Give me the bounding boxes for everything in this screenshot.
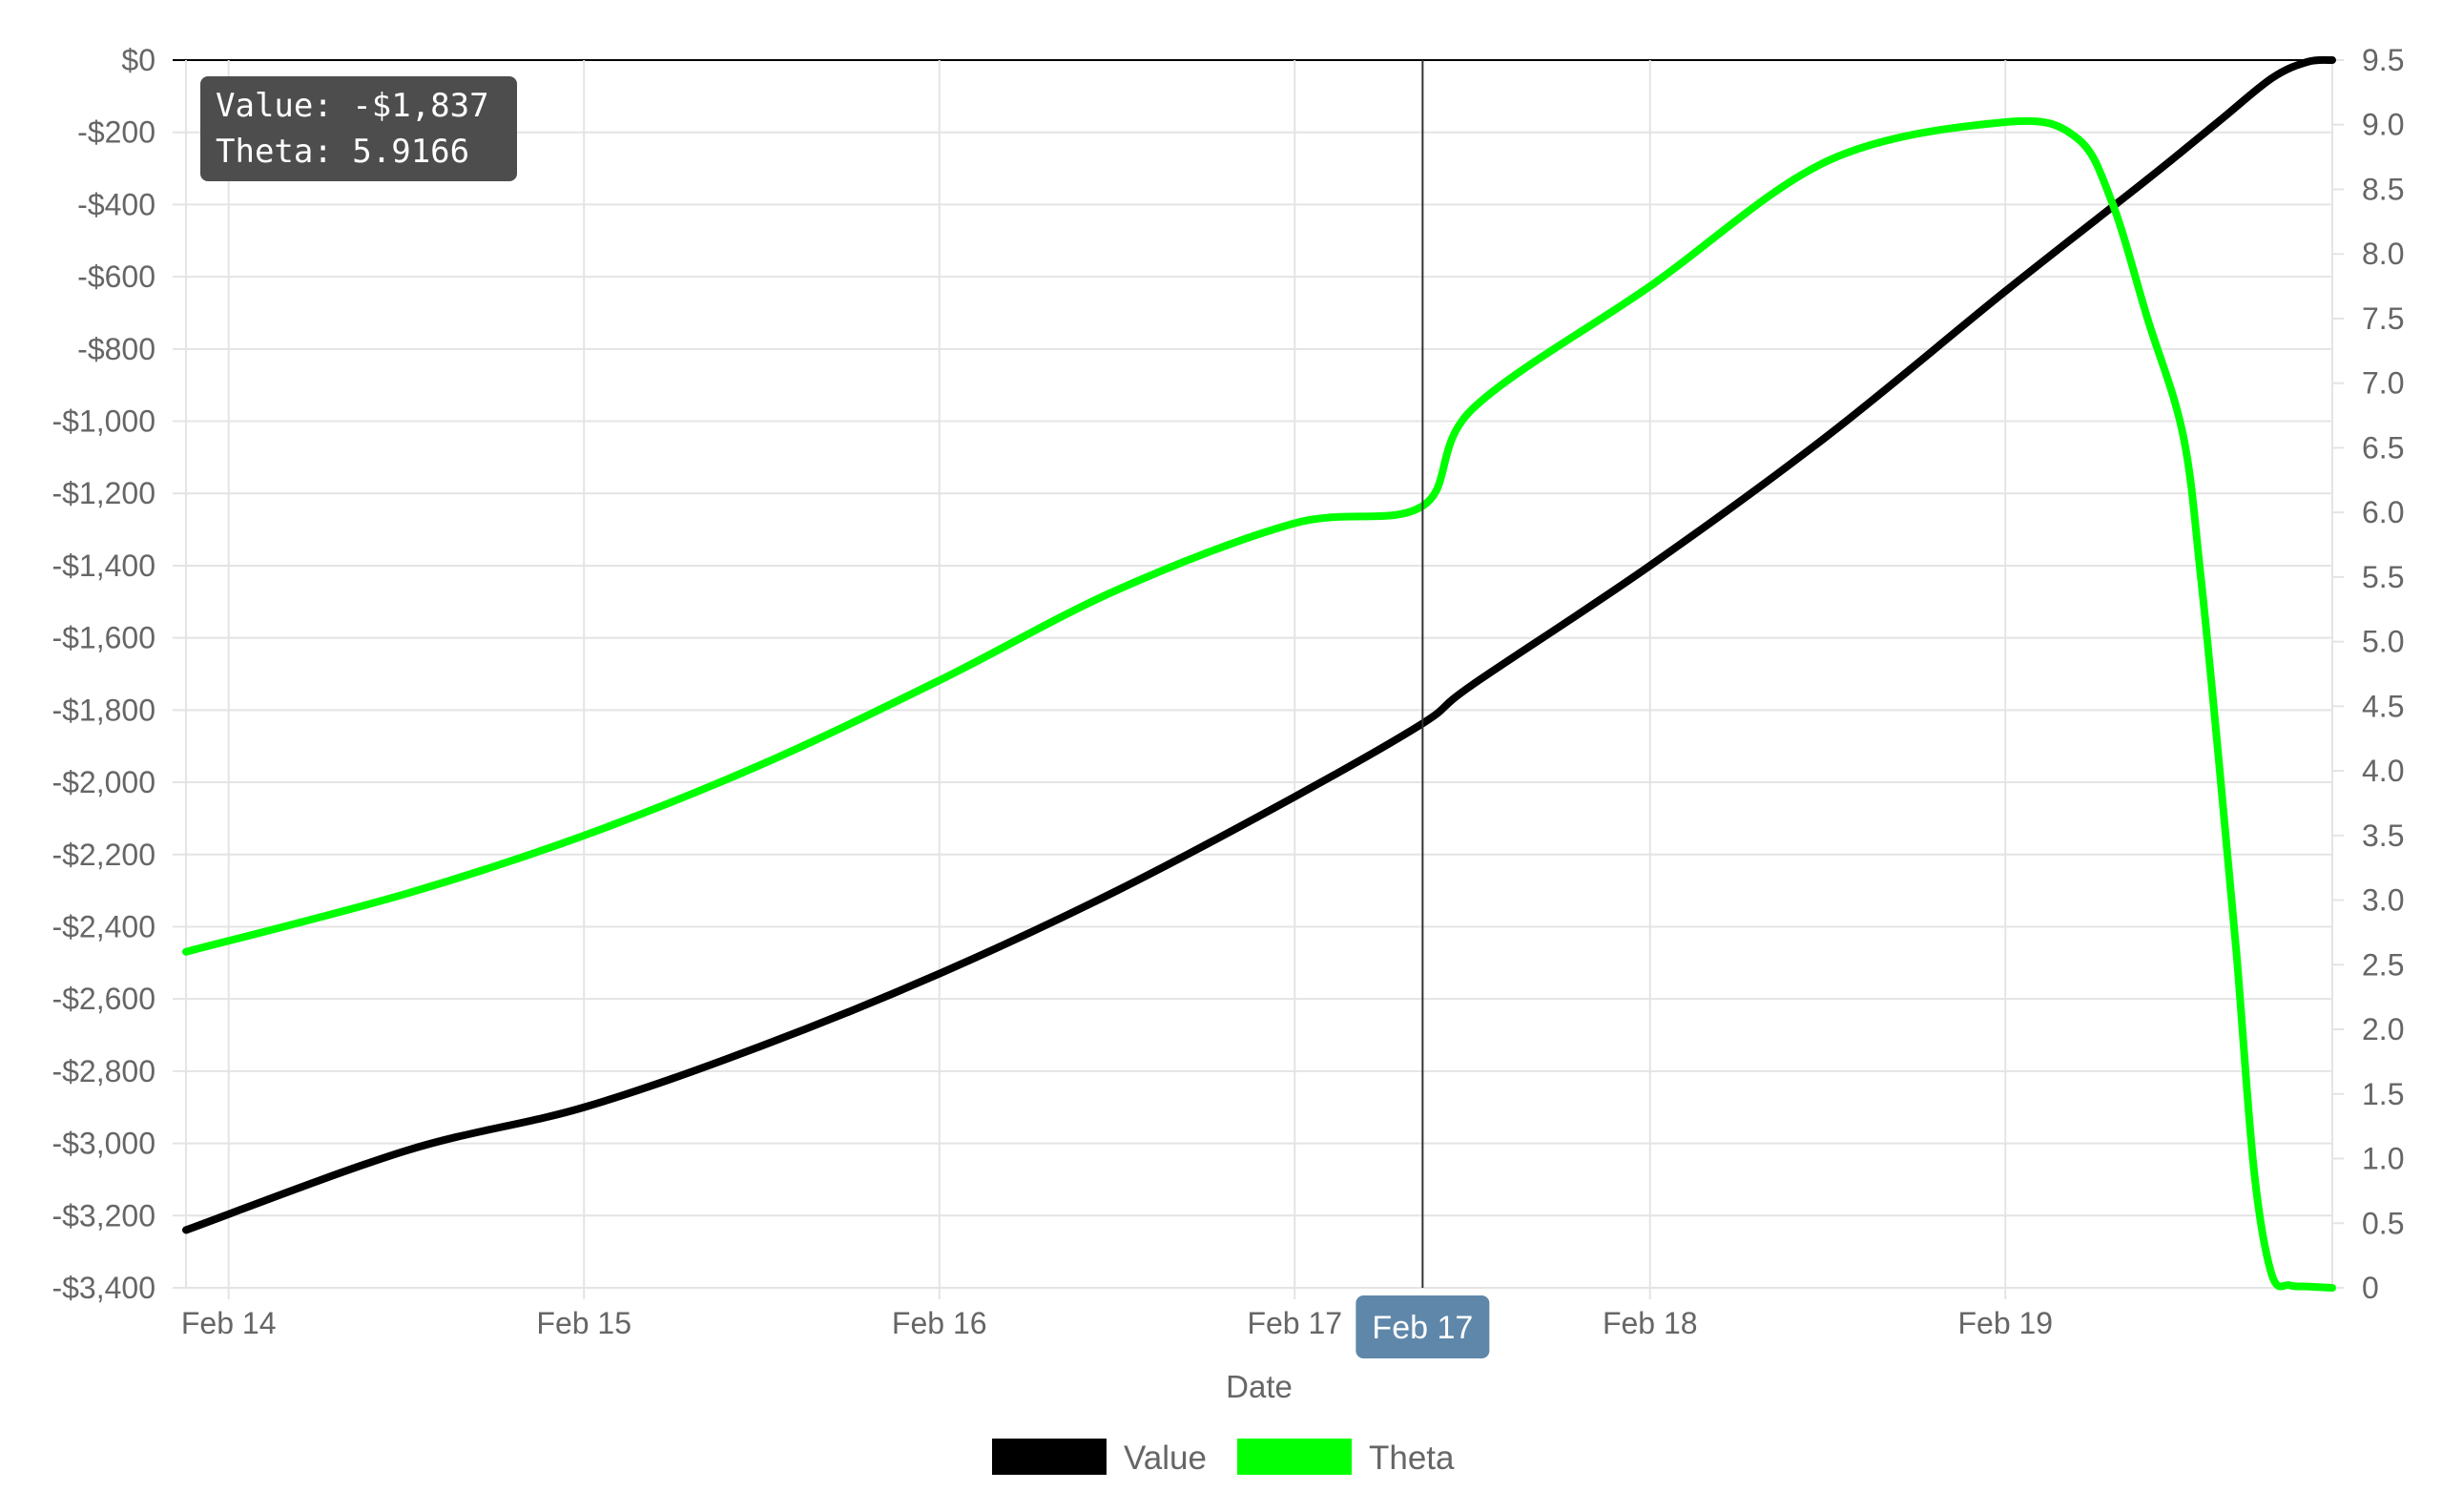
tooltip-line: Value: -$1,837 xyxy=(216,87,489,125)
y-left-tick-label: -$1,200 xyxy=(52,476,155,510)
y-right-tick-label: 9.0 xyxy=(2362,108,2404,142)
x-axis: Feb 14 Feb 15 Feb 16 Feb 17 Feb 18 Feb 19 xyxy=(181,1306,2053,1340)
series-layer xyxy=(182,55,2336,1292)
y-right-tick-label: 8.0 xyxy=(2362,237,2404,271)
tooltip-box xyxy=(200,76,517,181)
tooltip-line: Theta: 5.9166 xyxy=(216,133,469,171)
y-left-tick-label: -$2,000 xyxy=(52,765,155,799)
y-left-tick-label: -$2,400 xyxy=(52,909,155,943)
y-left-tick-label: -$3,000 xyxy=(52,1127,155,1161)
y-right-axis: 9.5 9.0 8.5 8.0 7.5 7.0 6.5 6.0 5.5 5.0 4.5 4.0 3.5 3… xyxy=(2332,43,2404,1305)
y-right-tick-label: 0.5 xyxy=(2362,1206,2404,1240)
y-left-tick-label: -$600 xyxy=(77,259,155,294)
x-tick-label: Feb 15 xyxy=(536,1306,631,1340)
y-left-tick-label: -$1,600 xyxy=(52,621,155,655)
y-left-tick-label: -$3,400 xyxy=(52,1271,155,1305)
y-right-tick-label: 9.5 xyxy=(2362,43,2404,77)
legend-label-value: Value xyxy=(1124,1440,1207,1477)
y-right-tick-label: 6.0 xyxy=(2362,495,2404,529)
y-left-tick-label: -$400 xyxy=(77,187,155,221)
y-right-tick-label: 7.5 xyxy=(2362,301,2404,336)
y-right-tick-label: 3.0 xyxy=(2362,883,2404,918)
tooltip: Value: -$1,837 Theta: 5.9166 xyxy=(200,76,517,181)
legend: Value Theta xyxy=(992,1439,1455,1477)
y-right-tick-label: 1.5 xyxy=(2362,1077,2404,1111)
y-right-tick-label: 2.0 xyxy=(2362,1012,2404,1046)
y-right-tick-label: 1.0 xyxy=(2362,1142,2404,1176)
y-left-tick-label: -$2,200 xyxy=(52,838,155,872)
y-right-tick-label: 4.0 xyxy=(2362,754,2404,788)
y-right-tick-label: 8.5 xyxy=(2362,172,2404,206)
y-left-tick-label: $0 xyxy=(121,43,155,77)
y-left-tick-label: -$2,800 xyxy=(52,1054,155,1088)
x-tick-label: Feb 19 xyxy=(1957,1306,2053,1340)
y-left-tick-label: -$200 xyxy=(77,115,155,150)
x-tick-label: Feb 16 xyxy=(892,1306,987,1340)
x-tick-label: Feb 17 xyxy=(1247,1306,1342,1340)
y-right-tick-label: 7.0 xyxy=(2362,366,2404,401)
y-right-tick-label: 2.5 xyxy=(2362,947,2404,982)
series-line-theta xyxy=(182,116,2336,1292)
series-line-value xyxy=(182,55,2336,1234)
y-right-tick-label: 5.5 xyxy=(2362,560,2404,594)
y-left-tick-label: -$2,600 xyxy=(52,982,155,1016)
y-right-tick-label: 3.5 xyxy=(2362,818,2404,853)
y-right-tick-label: 5.0 xyxy=(2362,625,2404,659)
legend-swatch-theta xyxy=(1237,1439,1352,1475)
y-left-tick-label: -$1,400 xyxy=(52,549,155,583)
x-tick-label: Feb 14 xyxy=(181,1306,277,1340)
y-right-tick-label: 4.5 xyxy=(2362,689,2404,723)
y-right-tick-label: 6.5 xyxy=(2362,430,2404,465)
y-left-tick-label: -$1,800 xyxy=(52,693,155,727)
crosshair-label-box xyxy=(1356,1295,1490,1358)
y-left-tick-label: -$800 xyxy=(77,332,155,366)
y-right-tick-label: 0 xyxy=(2362,1271,2379,1305)
crosshair: Feb 17 xyxy=(1356,60,1490,1358)
x-tick-label: Feb 18 xyxy=(1603,1306,1698,1340)
legend-swatch-value xyxy=(992,1439,1107,1475)
y-left-tick-label: -$3,200 xyxy=(52,1198,155,1232)
y-left-axis: $0 -$200 -$400 -$600 -$800 -$1,000 -$1,200 -$1,… xyxy=(52,43,155,1305)
legend-label-theta: Theta xyxy=(1369,1440,1455,1477)
x-axis-title: Date xyxy=(1226,1369,1293,1404)
crosshair-label: Feb 17 xyxy=(1372,1310,1473,1346)
y-left-tick-label: -$1,000 xyxy=(52,404,155,439)
